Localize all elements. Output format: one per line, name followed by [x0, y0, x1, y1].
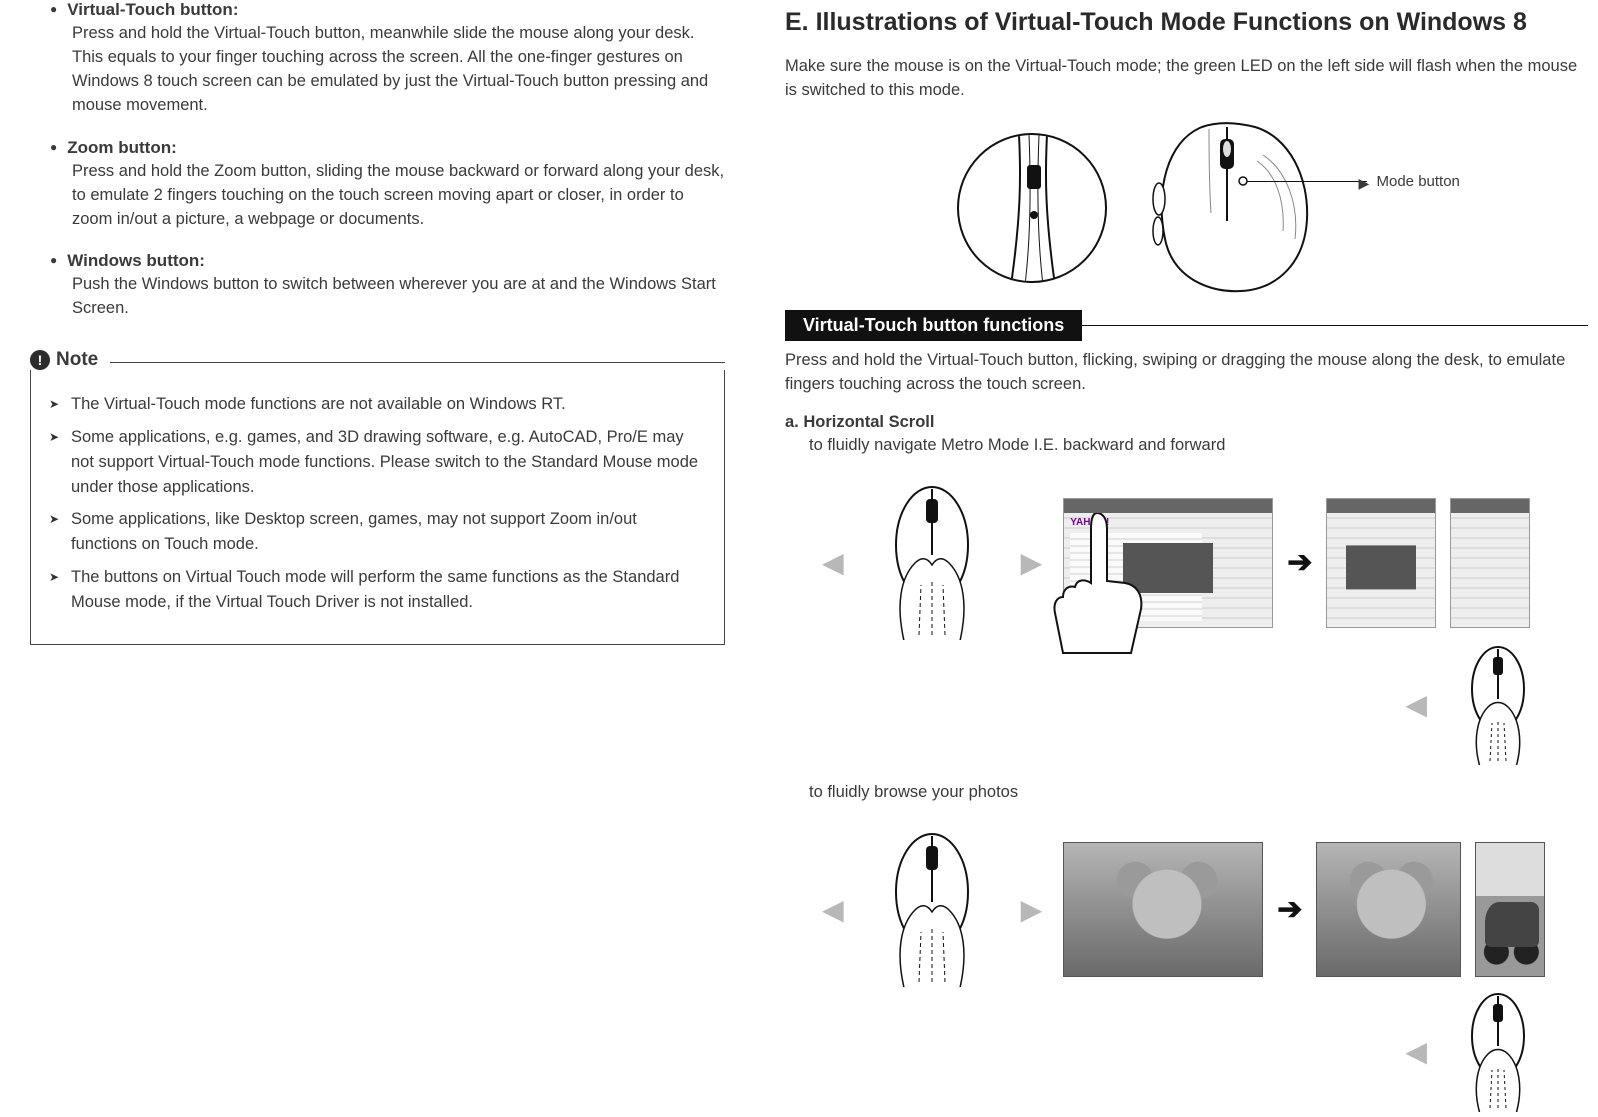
note-text: Some applications, like Desktop screen, …	[71, 507, 706, 557]
bullet-zoom: Zoom button: Press and hold the Zoom but…	[50, 138, 725, 232]
bullet-body: Press and hold the Zoom button, sliding …	[72, 160, 725, 232]
section-heading: E. Illustrations of Virtual-Touch Mode F…	[785, 8, 1588, 37]
photo-koala	[1316, 842, 1461, 977]
chevron-right-icon	[49, 425, 71, 499]
note-text: Some applications, e.g. games, and 3D dr…	[71, 425, 706, 499]
bullet-virtual-touch: Virtual-Touch button: Press and hold the…	[50, 0, 725, 118]
note-item: The Virtual-Touch mode functions are not…	[49, 392, 706, 417]
screenshot-image-block	[1346, 545, 1416, 589]
right-column: E. Illustrations of Virtual-Touch Mode F…	[755, 0, 1598, 1080]
hand-on-mouse-icon	[1448, 992, 1548, 1112]
bullet-body: Press and hold the Virtual-Touch button,…	[72, 22, 725, 118]
magnifier-icon	[957, 133, 1107, 283]
item-a-desc-2: to fluidly browse your photos	[809, 783, 1588, 802]
arrow-right-icon: ►	[1014, 889, 1050, 931]
arrow-left-icon: ◄	[1398, 684, 1434, 726]
subsection-header: Virtual-Touch button functions	[785, 310, 1588, 341]
arrow-left-icon: ◄	[815, 542, 851, 584]
bullet-title: Zoom button:	[50, 138, 177, 157]
browser-screenshot	[1450, 498, 1530, 628]
item-a-desc-1: to fluidly navigate Metro Mode I.E. back…	[809, 436, 1588, 455]
note-rule	[110, 362, 725, 363]
mouse-mode-diagram: ▶ Mode button	[957, 121, 1417, 296]
hand-on-mouse-icon	[1448, 645, 1548, 765]
note-item: The buttons on Virtual Touch mode will p…	[49, 565, 706, 615]
item-a-title: a. Horizontal Scroll	[785, 413, 1588, 432]
note-section: ! Note The Virtual-Touch mode functions …	[30, 349, 725, 645]
hand-on-mouse-icon	[865, 485, 1000, 640]
chevron-right-icon	[49, 565, 71, 615]
arrow-right-bold-icon: ➔	[1277, 892, 1302, 927]
chevron-right-icon	[49, 392, 71, 417]
rule-line	[1082, 325, 1588, 326]
hand-on-mouse-icon	[865, 832, 1000, 987]
note-header: ! Note	[30, 349, 725, 371]
note-label: Note	[56, 349, 98, 371]
mouse-icon	[1147, 121, 1317, 296]
note-item: Some applications, like Desktop screen, …	[49, 507, 706, 557]
callout-line	[1247, 181, 1367, 182]
illustration-photos: ◄ ► ➔	[815, 820, 1588, 1000]
bullet-title: Virtual-Touch button:	[50, 0, 238, 19]
arrow-left-icon: ◄	[1398, 1031, 1434, 1073]
note-text: The buttons on Virtual Touch mode will p…	[71, 565, 706, 615]
subsection-intro: Press and hold the Virtual-Touch button,…	[785, 349, 1588, 397]
pointing-hand-icon	[1045, 513, 1155, 663]
arrow-right-icon: ▶	[1359, 175, 1370, 192]
note-item: Some applications, e.g. games, and 3D dr…	[49, 425, 706, 499]
section-intro: Make sure the mouse is on the Virtual-To…	[785, 55, 1588, 103]
illustration-ie-result: ◄	[785, 645, 1548, 765]
bullet-body: Push the Windows button to switch betwee…	[72, 273, 725, 321]
chevron-right-icon	[49, 507, 71, 557]
photo-car	[1475, 842, 1545, 977]
illustration-ie: ◄ ► YAHOO! ➔	[815, 473, 1588, 653]
mode-button-label: Mode button	[1377, 173, 1460, 190]
arrow-left-icon: ◄	[815, 889, 851, 931]
arrow-right-icon: ►	[1014, 542, 1050, 584]
browser-screenshot	[1326, 498, 1436, 628]
arrow-right-bold-icon: ➔	[1287, 545, 1312, 580]
illustration-photos-result: ◄	[785, 992, 1548, 1112]
subsection-title: Virtual-Touch button functions	[785, 310, 1082, 341]
note-badge-icon: !	[30, 350, 50, 370]
left-column: Virtual-Touch button: Press and hold the…	[0, 0, 755, 1080]
photo-koala	[1063, 842, 1263, 977]
bullet-windows: Windows button: Push the Windows button …	[50, 251, 725, 321]
bullet-title: Windows button:	[50, 251, 205, 270]
note-text: The Virtual-Touch mode functions are not…	[71, 392, 566, 417]
note-box: The Virtual-Touch mode functions are not…	[30, 370, 725, 645]
